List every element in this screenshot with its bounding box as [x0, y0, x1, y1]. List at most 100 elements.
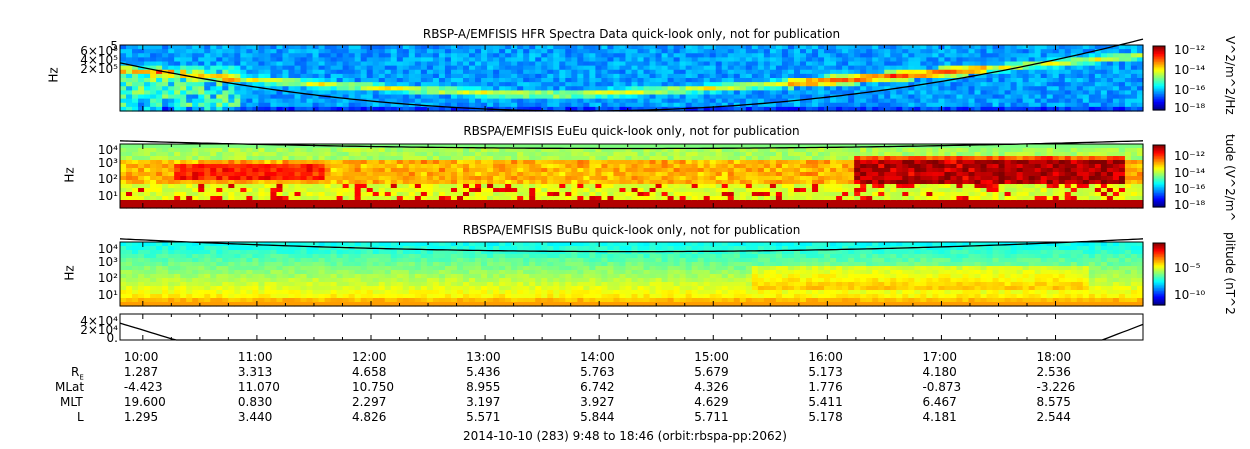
spectro-cell [132, 69, 139, 75]
spectro-cell [276, 94, 284, 100]
spectro-cell [246, 204, 253, 209]
spectro-cell [974, 98, 982, 104]
spectro-cell [968, 148, 976, 153]
spectro-cell [739, 160, 747, 165]
spectro-cell [818, 73, 825, 79]
spectro-cell [210, 82, 217, 87]
spectro-cell [366, 160, 374, 165]
spectro-cell [198, 172, 205, 177]
spectro-cell [565, 102, 572, 108]
spectro-cell [487, 156, 494, 161]
spectro-cell [162, 184, 169, 189]
spectro-cell [830, 49, 837, 54]
spectro-cell [402, 69, 410, 75]
spectro-cell [1010, 61, 1018, 67]
spectro-cell [763, 57, 771, 63]
spectro-cell [126, 192, 133, 197]
spectro-cell [156, 196, 163, 201]
spectro-cell [745, 73, 753, 79]
spectro-cell [848, 160, 855, 165]
spectro-cell [607, 90, 615, 96]
spectro-cell [547, 78, 554, 83]
spectro-cell [571, 180, 578, 185]
spectro-cell [793, 78, 801, 83]
spectro-cell [1046, 65, 1054, 71]
spectro-cell [992, 49, 1000, 54]
spectro-cell [372, 94, 380, 100]
spectro-cell [505, 148, 512, 153]
spectro-cell [649, 98, 657, 104]
spectro-cell [529, 102, 536, 108]
spectro-cell [420, 73, 428, 79]
spectro-cell [354, 184, 362, 189]
spectro-cell [613, 78, 621, 83]
spectro-cell [450, 152, 458, 157]
spectro-cell [703, 78, 711, 83]
spectro-cell [769, 144, 777, 149]
spectro-cell [402, 86, 410, 91]
spectro-cell [1106, 57, 1114, 63]
spectro-cell [818, 192, 825, 197]
spectro-cell [992, 82, 1000, 87]
spectro-cell [950, 180, 958, 185]
spectro-cell [830, 200, 837, 205]
spectro-cell [354, 94, 362, 100]
spectro-cell [896, 196, 903, 201]
spectro-cell [992, 65, 1000, 71]
spectro-cell [180, 160, 187, 165]
spectro-cell [378, 94, 386, 100]
spectro-cell [896, 176, 903, 181]
spectro-cell [824, 180, 831, 185]
spectro-cell [499, 184, 506, 189]
spectro-cell [372, 148, 380, 153]
spectro-cell [505, 196, 512, 201]
spectro-cell [950, 78, 958, 83]
spectro-cell [986, 94, 994, 100]
spectro-cell [818, 98, 825, 104]
spectro-cell [577, 152, 584, 157]
spectro-cell [487, 45, 494, 50]
spectro-cell [775, 156, 783, 161]
spectro-cell [727, 78, 735, 83]
spectro-cell [318, 49, 326, 54]
spectro-cell [547, 204, 554, 209]
spectro-cell [866, 69, 873, 75]
spectro-cell [866, 200, 873, 205]
spectro-cell [324, 69, 332, 75]
spectro-cell [896, 98, 903, 104]
spectro-cell [499, 86, 506, 91]
spectro-cell [342, 86, 350, 91]
spectro-cell [818, 86, 825, 91]
spectro-cell [456, 106, 464, 112]
spectro-cell [162, 45, 169, 50]
spectro-cell [806, 204, 813, 209]
spectro-cell [751, 82, 759, 87]
spectro-cell [793, 172, 801, 177]
spectro-cell [138, 78, 145, 83]
spectro-cell [426, 57, 434, 63]
spectro-cell [968, 78, 976, 83]
spectro-cell [1094, 69, 1102, 75]
spectro-cell [1022, 78, 1030, 83]
spectro-cell [234, 65, 241, 71]
spectro-cell [186, 144, 193, 149]
spectro-cell [354, 164, 362, 169]
spectro-cell [577, 49, 584, 54]
spectro-cell [806, 172, 813, 177]
spectro-cell [926, 73, 933, 79]
spectro-cell [583, 73, 590, 79]
spectro-cell [535, 73, 542, 79]
spectro-cell [481, 168, 488, 173]
spectro-cell [1052, 49, 1060, 54]
spectro-cell [523, 65, 530, 71]
spectro-cell [360, 53, 368, 58]
spectro-cell [733, 98, 741, 104]
spectro-cell [258, 204, 266, 209]
spectro-cell [499, 49, 506, 54]
spectro-cell [763, 204, 771, 209]
spectro-cell [631, 49, 639, 54]
spectro-cell [499, 168, 506, 173]
spectro-cell [751, 156, 759, 161]
spectro-cell [330, 69, 338, 75]
spectro-cell [673, 78, 681, 83]
